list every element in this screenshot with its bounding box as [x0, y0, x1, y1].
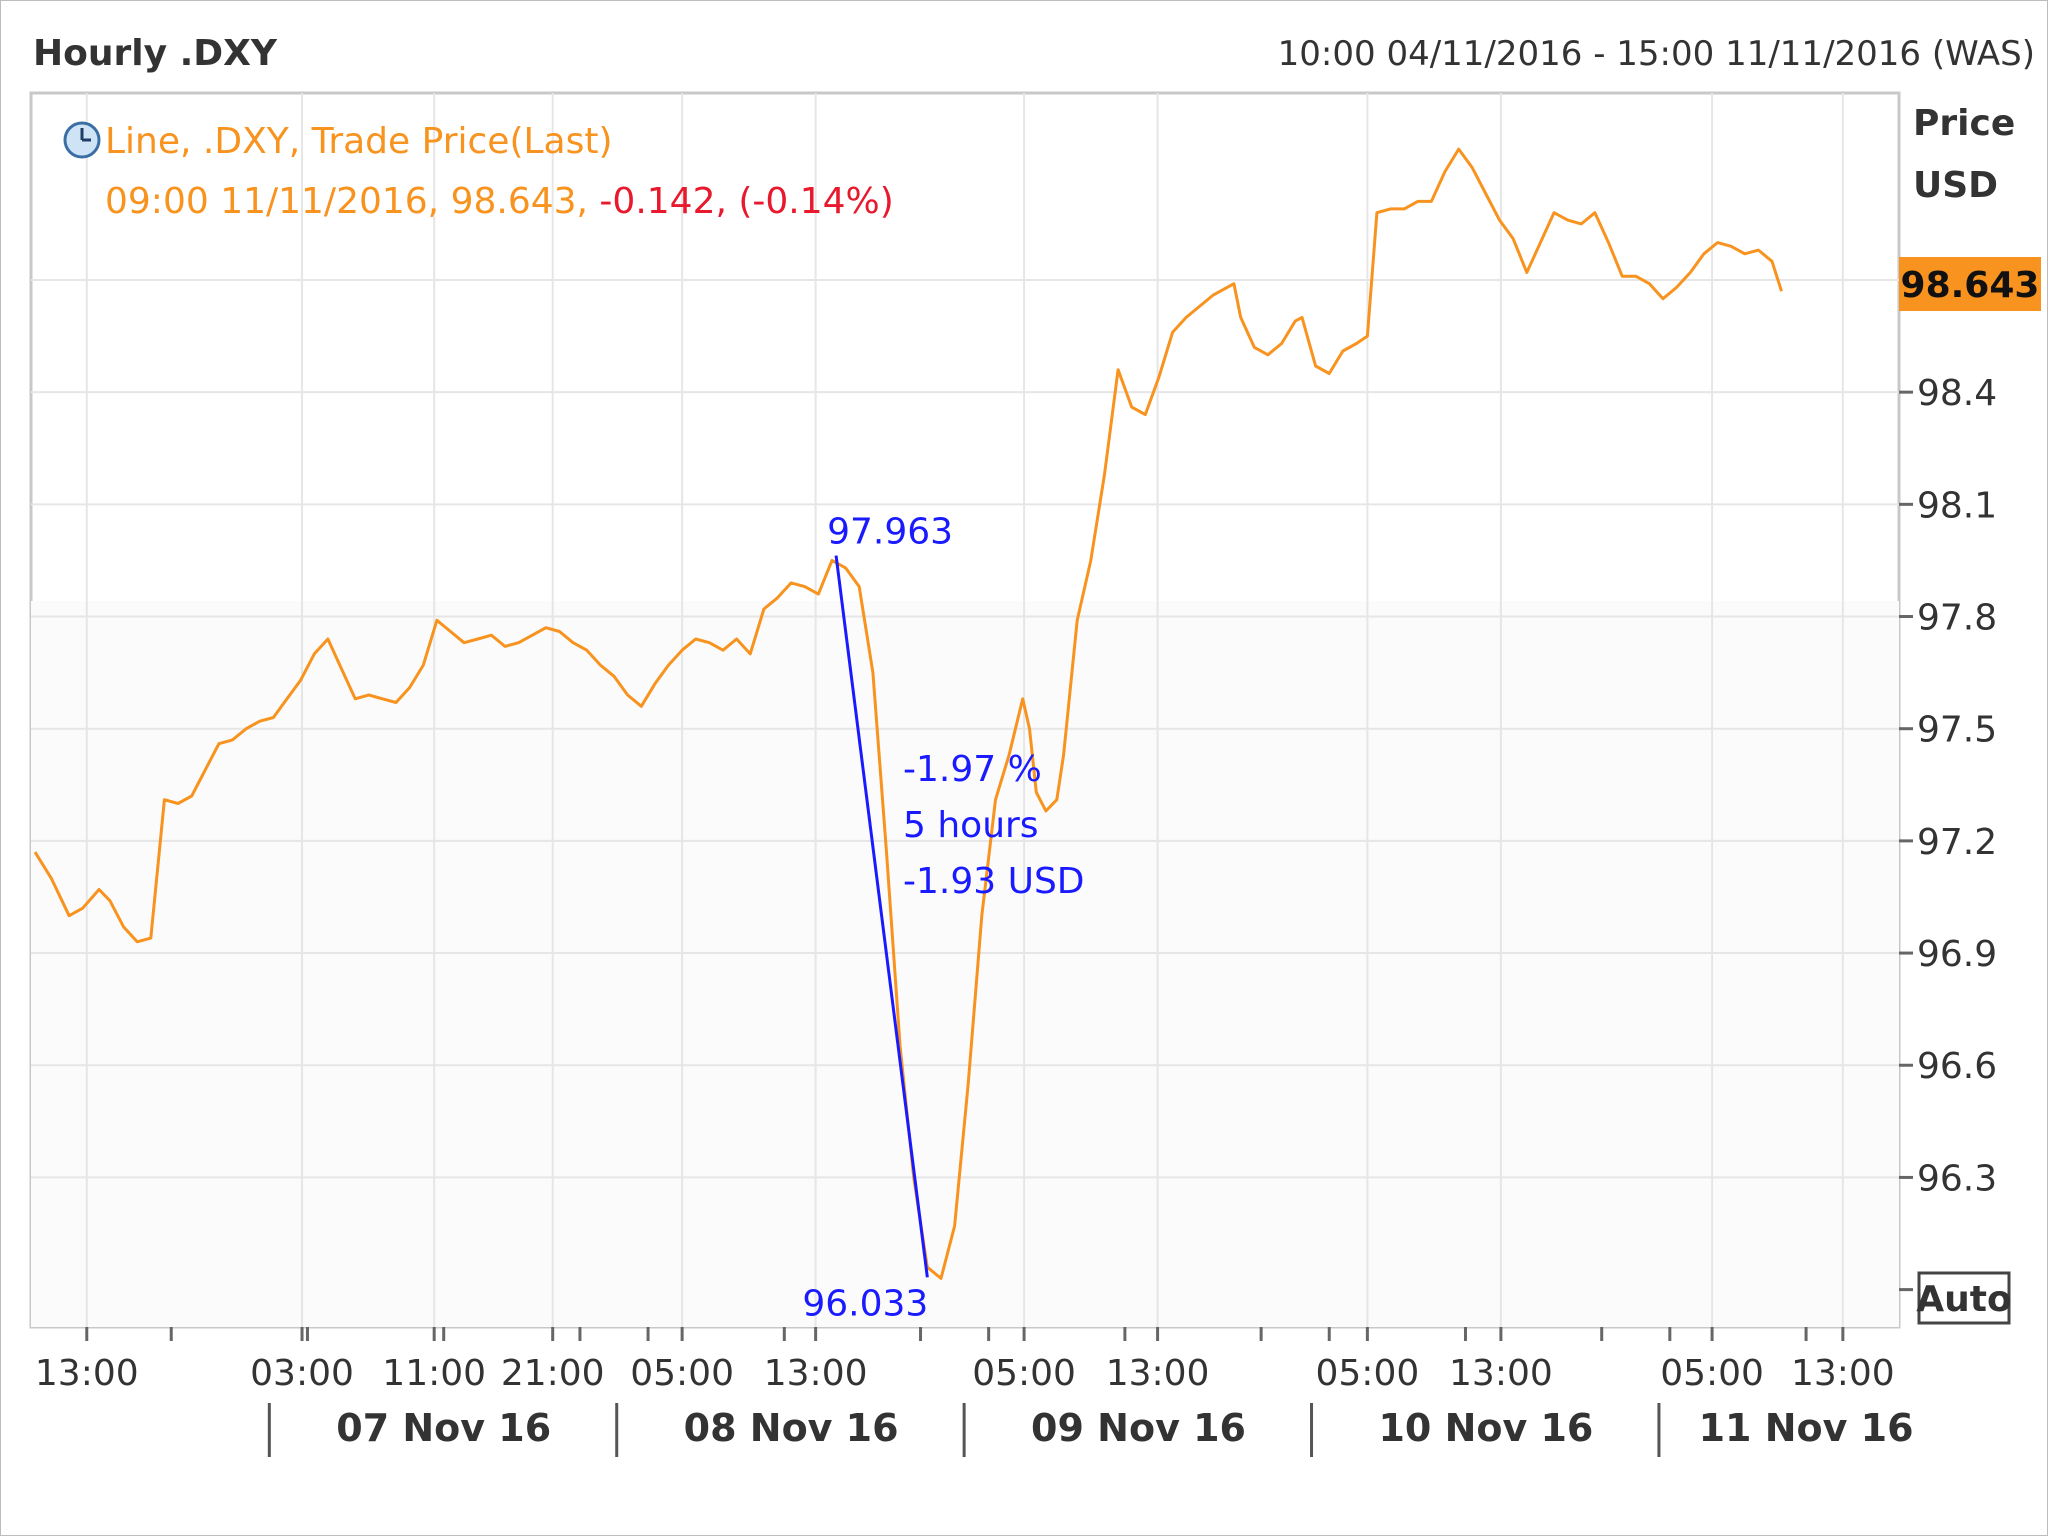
x-tick-label: 21:00: [501, 1353, 605, 1394]
x-tick-label: 13:00: [1449, 1353, 1553, 1394]
date-range: 10:00 04/11/2016 - 15:00 11/11/2016 (WAS…: [1278, 34, 2035, 74]
y-axis-title-usd: USD: [1913, 165, 1998, 206]
measure-start-label: 97.963: [827, 512, 953, 553]
legend[interactable]: Line, .DXY, Trade Price(Last) 09:00 11/1…: [63, 121, 894, 222]
measure-pct-label: -1.97 %: [903, 749, 1042, 790]
x-tick-label: 05:00: [1316, 1353, 1420, 1394]
y-axis-title-price: Price: [1913, 103, 2015, 144]
x-tick-label: 05:00: [972, 1353, 1076, 1394]
x-tick-label: 05:00: [630, 1353, 734, 1394]
date-label: 07 Nov 16: [336, 1406, 551, 1450]
y-tick-label: 98.1: [1917, 485, 1997, 526]
measure-usd-label: -1.93 USD: [903, 861, 1085, 902]
series-line-dxy: [33, 147, 1783, 1280]
plot-area-shade: [31, 601, 1899, 1327]
last-price-badge-bg: [1899, 257, 2041, 311]
x-tick-label: 03:00: [250, 1353, 354, 1394]
x-tick-label: 13:00: [1791, 1353, 1895, 1394]
date-label: 09 Nov 16: [1031, 1406, 1246, 1450]
last-price-badge-text: 98.643: [1901, 265, 2040, 306]
x-axis: 13:00 03:00 11:00 21:00 05:00 13:00 05:00 13:00…: [35, 1327, 1914, 1457]
y-tick-label: 97.8: [1917, 598, 1997, 639]
y-tick-label: 98.4: [1917, 373, 1997, 414]
x-tick-label: 13:00: [1106, 1353, 1210, 1394]
x-tick-label: 05:00: [1660, 1353, 1764, 1394]
y-axis: 96.396.696.997.297.597.898.198.498.7: [1899, 261, 1997, 1292]
y-tick-label: 96.6: [1917, 1046, 1997, 1087]
legend-series-label: Line, .DXY, Trade Price(Last): [105, 121, 613, 162]
auto-scale-button[interactable]: Auto: [1916, 1271, 2012, 1325]
date-label: 08 Nov 16: [684, 1406, 899, 1450]
measure-line: [834, 555, 929, 1278]
legend-point-value: 09:00 11/11/2016, 98.643,: [105, 181, 599, 222]
date-label: 11 Nov 16: [1699, 1406, 1914, 1450]
x-tick-label: 13:00: [764, 1353, 868, 1394]
measure-annotation: 97.963 96.033 -1.97 % 5 hours -1.93 USD: [802, 512, 1084, 1325]
y-tick-label: 96.3: [1917, 1158, 1997, 1199]
x-tick-label: 13:00: [35, 1353, 139, 1394]
date-label: 10 Nov 16: [1378, 1406, 1593, 1450]
auto-scale-button-label[interactable]: Auto: [1916, 1279, 2011, 1320]
x-tick-label: 11:00: [382, 1353, 486, 1394]
legend-point-text: 09:00 11/11/2016, 98.643, -0.142, (-0.14…: [105, 181, 894, 222]
measure-end-label: 96.033: [802, 1283, 928, 1324]
grid: [31, 93, 1899, 1327]
y-tick-label: 97.5: [1917, 710, 1997, 751]
y-tick-label: 96.9: [1917, 934, 1997, 975]
auto-scale-button-box[interactable]: [1917, 1271, 2011, 1325]
y-tick-label: 97.2: [1917, 822, 1997, 863]
legend-change-value: -0.142, (-0.14%): [599, 181, 893, 222]
last-price-badge: 98.643: [1899, 257, 2041, 311]
measure-hours-label: 5 hours: [903, 805, 1039, 846]
chart-title: Hourly .DXY: [33, 33, 278, 74]
